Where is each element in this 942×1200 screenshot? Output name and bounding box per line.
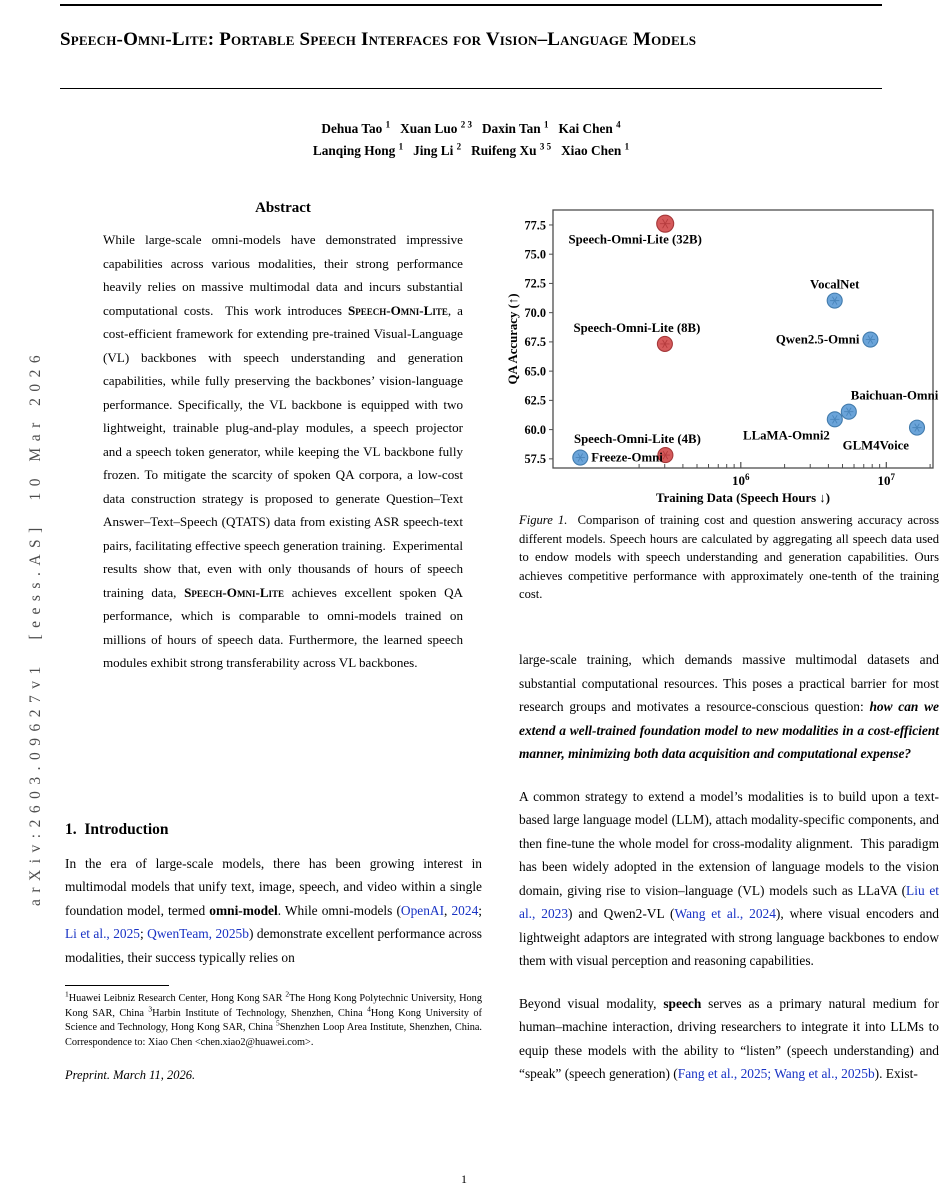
svg-text:70.0: 70.0 — [524, 306, 546, 320]
svg-text:Speech-Omni-Lite (4B): Speech-Omni-Lite (4B) — [574, 432, 701, 446]
svg-text:Speech-Omni-Lite (32B): Speech-Omni-Lite (32B) — [569, 233, 702, 247]
svg-text:LLaMA-Omni2: LLaMA-Omni2 — [743, 428, 830, 442]
svg-text:107: 107 — [878, 472, 896, 488]
svg-text:Freeze-Omni: Freeze-Omni — [591, 451, 663, 465]
svg-text:57.5: 57.5 — [524, 452, 546, 466]
svg-text:VocalNet: VocalNet — [810, 278, 860, 292]
svg-text:77.5: 77.5 — [524, 218, 546, 232]
svg-text:Baichuan-Omni: Baichuan-Omni — [851, 389, 939, 403]
svg-text:67.5: 67.5 — [524, 335, 546, 349]
svg-text:GLM4Voice: GLM4Voice — [843, 439, 910, 453]
svg-text:106: 106 — [732, 472, 750, 488]
svg-text:Speech-Omni-Lite (8B): Speech-Omni-Lite (8B) — [573, 321, 700, 335]
svg-text:Qwen2.5-Omni: Qwen2.5-Omni — [776, 333, 860, 347]
svg-text:75.0: 75.0 — [524, 247, 546, 261]
svg-text:62.5: 62.5 — [524, 394, 546, 408]
svg-text:65.0: 65.0 — [524, 364, 546, 378]
svg-text:72.5: 72.5 — [524, 277, 546, 291]
svg-text:60.0: 60.0 — [524, 423, 546, 437]
svg-text:Training Data (Speech Hours ↓): Training Data (Speech Hours ↓) — [656, 491, 830, 505]
svg-text:QA Accuracy (↑): QA Accuracy (↑) — [506, 294, 520, 385]
